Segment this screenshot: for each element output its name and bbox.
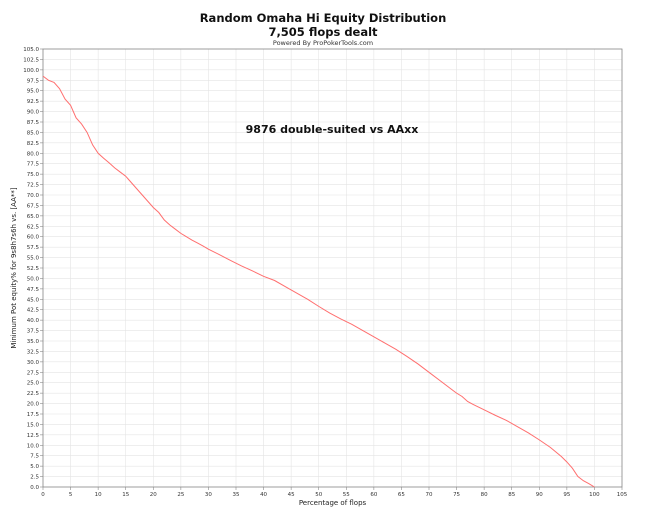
x-tick-label: 75 (453, 492, 460, 498)
y-tick-label: 45.0 (27, 297, 40, 303)
y-tick-label: 17.5 (27, 412, 40, 418)
y-tick-label: 50.0 (27, 276, 40, 282)
y-tick-label: 42.5 (27, 308, 40, 314)
series-line-0 (42, 75, 595, 488)
x-tick-label: 55 (343, 492, 350, 498)
chart-title: Random Omaha Hi Equity Distribution (199, 11, 447, 25)
x-tick-label: 40 (260, 492, 267, 498)
x-tick-label: 45 (288, 492, 295, 498)
y-axis-label: Minimum Pot equity% for 9s8h7s6h vs. [AA… (10, 187, 18, 349)
y-tick-label: 47.5 (27, 287, 40, 293)
y-tick-label: 97.5 (27, 78, 40, 84)
y-tick-label: 67.5 (27, 203, 40, 209)
y-tick-label: 82.5 (27, 141, 40, 147)
y-tick-label: 30.0 (27, 360, 40, 366)
chart-annotation: 9876 double-suited vs AAxx (246, 123, 419, 136)
y-tick-label: 27.5 (27, 370, 40, 376)
y-tick-label: 70.0 (27, 193, 40, 199)
y-tick-label: 87.5 (27, 120, 40, 126)
y-tick-label: 2.5 (30, 475, 39, 481)
y-tick-label: 52.5 (27, 266, 40, 272)
y-tick-label: 100.0 (23, 68, 39, 74)
x-tick-label: 25 (177, 492, 184, 498)
x-tick-label: 105 (617, 492, 628, 498)
x-tick-label: 15 (122, 492, 129, 498)
chart-subtitle: 7,505 flops dealt (268, 25, 378, 39)
x-tick-label: 30 (205, 492, 212, 498)
y-tick-label: 55.0 (27, 256, 40, 262)
x-tick-label: 90 (536, 492, 543, 498)
y-tick-label: 72.5 (27, 183, 40, 189)
x-tick-label: 80 (481, 492, 488, 498)
y-tick-label: 32.5 (27, 349, 40, 355)
x-tick-label: 100 (589, 492, 600, 498)
y-tick-label: 35.0 (27, 339, 40, 345)
y-tick-label: 5.0 (30, 464, 39, 470)
y-tick-label: 40.0 (27, 318, 40, 324)
x-tick-label: 20 (150, 492, 157, 498)
y-tick-label: 92.5 (27, 99, 40, 105)
series-group (42, 75, 595, 488)
x-tick-label: 95 (563, 492, 570, 498)
y-tick-label: 37.5 (27, 329, 40, 335)
y-tick-label: 22.5 (27, 391, 40, 397)
y-tick-label: 7.5 (30, 454, 39, 460)
y-tick-label: 60.0 (27, 235, 40, 241)
y-tick-label: 20.0 (27, 402, 40, 408)
y-tick-label: 15.0 (27, 422, 40, 428)
x-tick-label: 50 (315, 492, 322, 498)
y-tick-label: 12.5 (27, 433, 40, 439)
x-tick-label: 65 (398, 492, 405, 498)
x-tick-label: 60 (370, 492, 377, 498)
x-tick-label: 35 (233, 492, 240, 498)
x-tick-label: 5 (69, 492, 73, 498)
y-tick-label: 57.5 (27, 245, 40, 251)
y-tick-label: 80.0 (27, 151, 40, 157)
y-tick-label: 10.0 (27, 443, 40, 449)
x-axis-label: Percentage of flops (299, 499, 367, 507)
x-axis-ticks: 0 5 10 15 20 25 30 35 40 45 50 55 60 65 70 75 80 85 90 95 10… (41, 487, 628, 498)
y-tick-label: 77.5 (27, 162, 40, 168)
y-tick-label: 85.0 (27, 130, 40, 136)
y-tick-label: 75.0 (27, 172, 40, 178)
y-tick-label: 25.0 (27, 381, 40, 387)
x-tick-label: 0 (41, 492, 45, 498)
y-axis-ticks: 0.0 2.5 5.0 7.5 10.0 12.5 15.0 17.5 20.0 22.5 25.0… (23, 47, 43, 491)
x-tick-label: 70 (426, 492, 433, 498)
y-tick-label: 105.0 (23, 47, 39, 53)
y-tick-label: 0.0 (30, 485, 39, 491)
y-tick-label: 95.0 (27, 89, 40, 95)
chart-credit: Powered By ProPokerTools.com (272, 39, 374, 47)
y-tick-label: 102.5 (23, 57, 39, 63)
y-tick-label: 62.5 (27, 224, 40, 230)
y-tick-label: 90.0 (27, 110, 40, 116)
x-tick-label: 85 (508, 492, 515, 498)
x-tick-label: 10 (95, 492, 102, 498)
grid-lines (42, 48, 623, 488)
y-tick-label: 65.0 (27, 214, 40, 220)
